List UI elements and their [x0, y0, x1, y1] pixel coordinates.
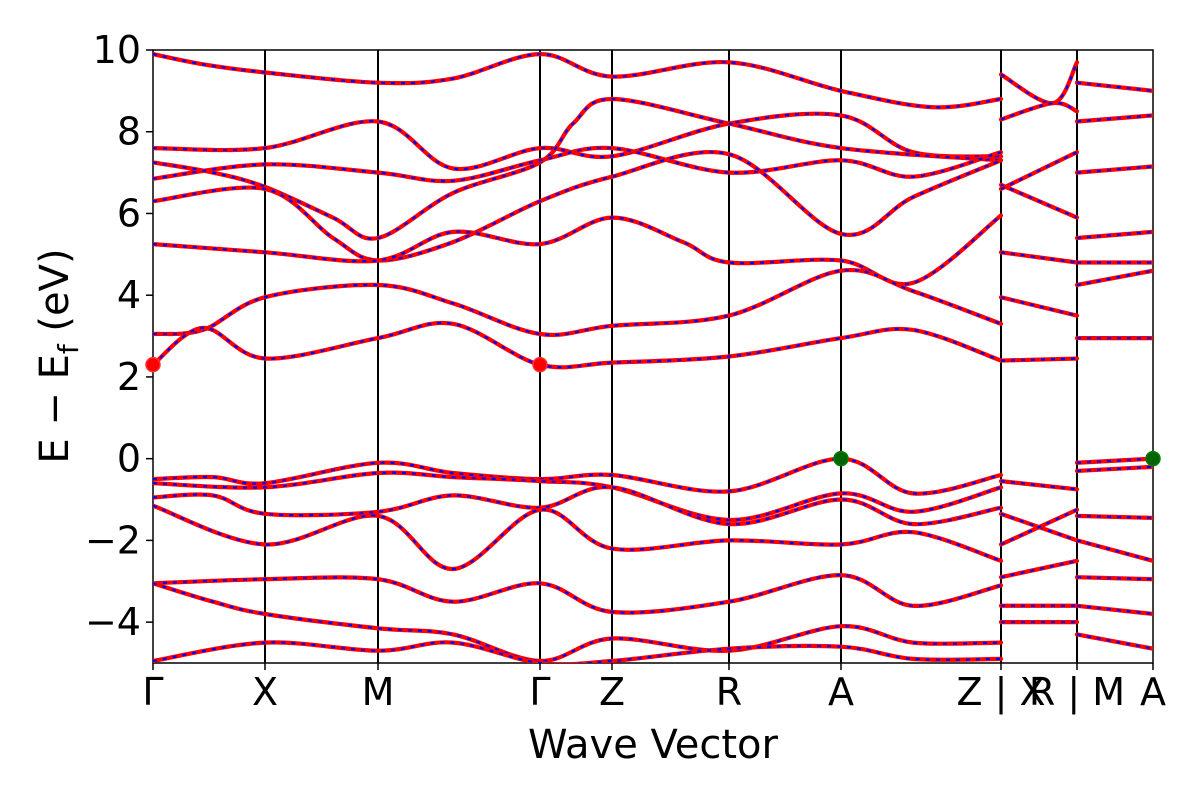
- band-line-spin-down: [1000, 559, 1078, 579]
- band-line-spin-down: [1076, 114, 1153, 123]
- y-tick-label: −2: [85, 518, 141, 562]
- band-line-spin-down: [1076, 457, 1153, 464]
- band-line-spin-down: [1000, 101, 1078, 121]
- band-line-spin-down: [1076, 514, 1153, 520]
- x-tick-label: X: [252, 670, 278, 714]
- band-line-spin-up: [153, 581, 1004, 663]
- x-tick-label: Γ: [142, 670, 163, 714]
- y-tick-label: 6: [117, 191, 141, 235]
- band-line-spin-down: [1000, 151, 1078, 190]
- band-line-spin-down: [1000, 480, 1078, 491]
- band-line-spin-down: [153, 150, 1002, 262]
- band-edge-marker: [145, 356, 161, 373]
- band-line-spin-down: [153, 504, 1002, 571]
- band-line-spin-down: [1000, 296, 1078, 317]
- band-line-spin-down: [1000, 183, 1078, 219]
- band-line-spin-down: [1076, 165, 1153, 174]
- y-tick-label: 8: [117, 110, 141, 154]
- band-line-spin-down: [1076, 539, 1153, 562]
- y-tick-label: 0: [117, 437, 141, 481]
- x-tick-label: R: [716, 670, 742, 714]
- y-tick-label: 4: [117, 273, 141, 317]
- band-line-spin-down: [1000, 508, 1078, 546]
- band-line-spin-down: [153, 471, 1002, 522]
- x-tick-label: M: [362, 670, 395, 714]
- band-line-spin-down: [153, 146, 1002, 183]
- band-line-spin-up: [153, 640, 1004, 663]
- band-line-spin-down: [153, 52, 1002, 109]
- y-axis-label-sub: f: [52, 343, 85, 354]
- y-tick-label: 10: [93, 28, 141, 72]
- y-tick-label: −4: [85, 600, 141, 644]
- band-line-spin-down: [153, 486, 1002, 526]
- x-tick-label: Z: [599, 670, 625, 714]
- x-tick-label: R | M: [1029, 670, 1125, 715]
- band-edge-marker: [833, 450, 849, 467]
- band-line-spin-down: [1000, 251, 1078, 264]
- x-tick-label: Z | X: [956, 670, 1045, 715]
- band-edge-marker: [532, 356, 548, 373]
- band-line-spin-down: [1076, 576, 1153, 581]
- band-line-spin-down: [1076, 465, 1153, 473]
- band-line-spin-down: [153, 457, 1002, 495]
- band-line-spin-down: [153, 97, 1002, 240]
- band-line-spin-down: [1076, 633, 1153, 650]
- band-line-spin-down: [1076, 604, 1153, 616]
- x-tick-label: Γ: [529, 670, 550, 714]
- band-line-spin-down: [1076, 269, 1153, 287]
- band-edge-marker: [1145, 450, 1161, 467]
- band-line-spin-down: [1076, 230, 1153, 240]
- x-axis-ticks: Γ X M Γ Z R A Z | XR | M A: [142, 663, 1166, 715]
- bands: [153, 51, 1153, 663]
- x-tick-label: A: [828, 670, 854, 714]
- y-tick-label: 2: [117, 355, 141, 399]
- y-axis-label-unit: (eV): [32, 248, 78, 344]
- band-line-spin-down: [1076, 81, 1153, 92]
- y-axis-ticks: 10 8 6 4 2 0 −2 −4: [85, 28, 153, 644]
- band-line-spin-down: [1000, 357, 1078, 362]
- y-axis-label: E − Ef (eV): [32, 248, 85, 463]
- y-axis-label-main: E − E: [32, 354, 78, 464]
- band-line-spin-down: [153, 573, 1002, 614]
- x-tick-label: A: [1140, 670, 1166, 714]
- band-edge-markers: [145, 356, 1161, 467]
- x-axis-label: Wave Vector: [528, 722, 779, 768]
- band-line-spin-down: [153, 268, 1002, 336]
